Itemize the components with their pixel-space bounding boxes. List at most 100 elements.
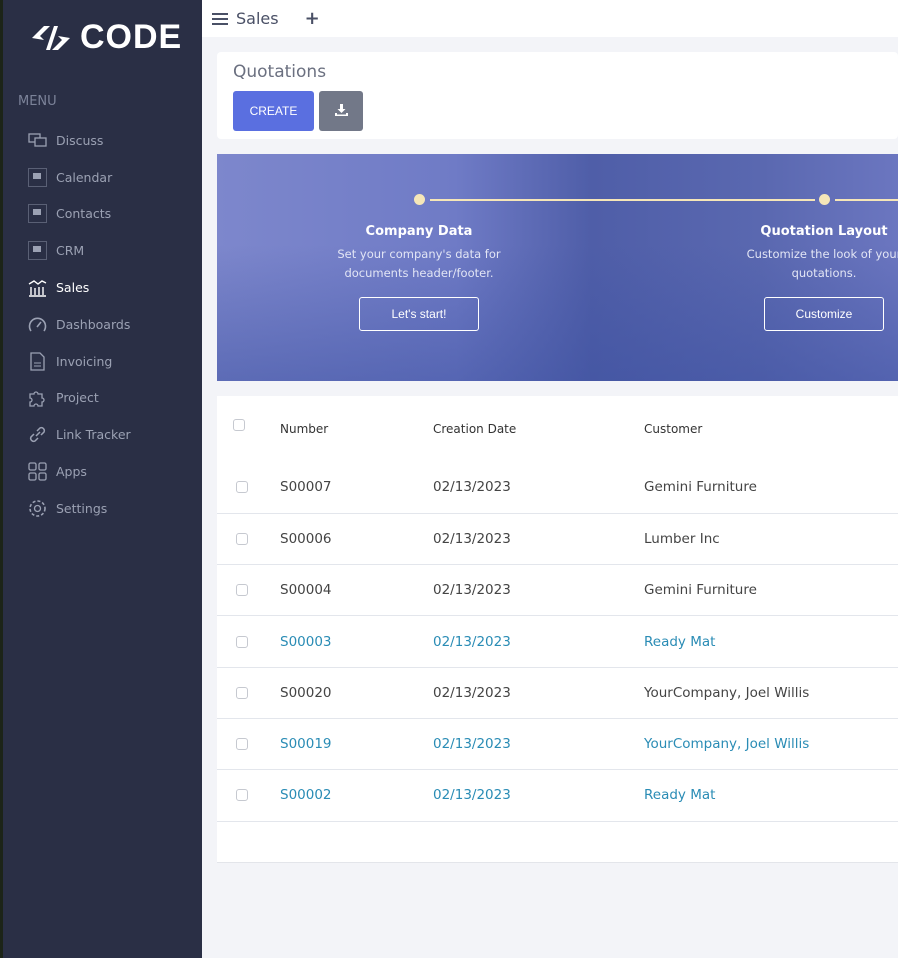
cell-number: S00003 [280, 615, 433, 668]
row-checkbox[interactable] [236, 738, 248, 751]
sidebar-item-label: Invoicing [56, 353, 113, 369]
menu-heading: MENU [18, 94, 57, 109]
sidebar-item-settings[interactable]: Settings [27, 490, 202, 527]
sidebar-item-link-tracker[interactable]: Link Tracker [27, 416, 202, 453]
brand-name: CODE [80, 18, 183, 56]
link-icon [29, 427, 46, 443]
control-panel: Quotations CREATE [217, 52, 898, 139]
invoice-icon [30, 352, 45, 371]
table-row[interactable]: S00004 02/13/2023 Gemini Furniture [217, 564, 898, 617]
download-button[interactable] [319, 91, 363, 131]
speedometer-icon [28, 317, 47, 332]
cell-date: 02/13/2023 [433, 513, 644, 566]
row-checkbox[interactable] [236, 635, 248, 648]
sidebar-item-label: Link Tracker [56, 427, 131, 443]
cell-date: 02/13/2023 [433, 667, 644, 719]
sidebar-item-apps[interactable]: Apps [27, 453, 202, 490]
cell-number: S00004 [280, 564, 433, 617]
row-checkbox[interactable] [236, 789, 248, 802]
cell-date: 02/13/2023 [433, 769, 644, 822]
sidebar-item-label: CRM [56, 243, 85, 259]
cell-customer: YourCompany, Joel Willis [644, 718, 898, 771]
cell-date: 02/13/2023 [433, 564, 644, 617]
table-row[interactable]: S00020 02/13/2023 YourCompany, Joel Willis [217, 667, 898, 719]
select-all-checkbox[interactable] [233, 418, 245, 431]
step-dot [414, 194, 425, 205]
sidebar-item-label: Apps [56, 464, 87, 480]
step-dot [819, 194, 830, 205]
hamburger-menu-icon[interactable] [212, 12, 228, 26]
placeholder-icon [28, 204, 47, 224]
sidebar-item-label: Discuss [56, 132, 104, 148]
table-row[interactable]: S00003 02/13/2023 Ready Mat [217, 615, 898, 668]
cell-number: S00020 [280, 667, 433, 719]
customize-button[interactable]: Customize [764, 297, 884, 331]
sidebar-item-label: Calendar [56, 169, 113, 185]
sidebar-item-label: Settings [56, 500, 108, 516]
step-company-data: Company Data Set your company's data for… [299, 224, 539, 331]
table-row[interactable]: S00006 02/13/2023 Lumber Inc [217, 513, 898, 566]
sidebar-item-project[interactable]: Project [27, 380, 202, 417]
sidebar-item-label: Project [56, 390, 99, 406]
sidebar-item-label: Contacts [56, 206, 112, 222]
row-checkbox[interactable] [236, 481, 248, 494]
lets-start-button[interactable]: Let's start! [359, 297, 479, 331]
step-text: quotations. [791, 266, 857, 280]
sidebar-item-contacts[interactable]: Contacts [27, 196, 202, 233]
row-checkbox[interactable] [236, 584, 248, 597]
add-icon[interactable]: + [304, 8, 320, 29]
table-row[interactable]: S00019 02/13/2023 YourCompany, Joel Willis [217, 718, 898, 771]
sidebar-item-sales[interactable]: Sales [27, 269, 202, 306]
cell-date: 02/13/2023 [433, 462, 644, 514]
logo[interactable]: CODE [30, 18, 182, 57]
cell-customer: Gemini Furniture [644, 564, 898, 617]
cell-number: S00002 [280, 769, 433, 822]
gear-icon [29, 500, 46, 517]
step-line [430, 199, 815, 201]
chart-icon [28, 280, 47, 297]
puzzle-icon [29, 391, 45, 408]
cell-customer: Ready Mat [644, 769, 898, 822]
step-text: Customize the look of your [746, 247, 898, 261]
column-number[interactable]: Number [280, 422, 329, 436]
step-title: Quotation Layout [760, 224, 888, 239]
quotations-table: Number Creation Date Customer S00007 02/1… [217, 396, 898, 862]
step-text: Set your company's data for [337, 247, 501, 261]
sidebar: CODE MENU Discuss Calendar Contacts CRM Sale… [0, 0, 202, 958]
cell-customer: YourCompany, Joel Willis [644, 667, 898, 719]
empty-area [217, 862, 898, 950]
step-text: documents header/footer. [344, 266, 494, 280]
cell-number: S00019 [280, 718, 433, 771]
row-checkbox[interactable] [236, 686, 248, 699]
chat-icon [28, 133, 47, 147]
cell-date: 02/13/2023 [433, 718, 644, 771]
row-checkbox[interactable] [236, 532, 248, 545]
onboarding-banner: Company Data Set your company's data for… [217, 154, 898, 381]
download-icon [334, 103, 348, 116]
cell-customer: Lumber Inc [644, 513, 898, 566]
sidebar-item-label: Dashboards [56, 316, 131, 332]
cell-customer: Gemini Furniture [644, 462, 898, 514]
sidebar-nav: Discuss Calendar Contacts CRM Sales Dashboard… [27, 122, 202, 527]
sidebar-item-calendar[interactable]: Calendar [27, 159, 202, 196]
sidebar-item-discuss[interactable]: Discuss [27, 122, 202, 159]
code-logo-icon [32, 25, 70, 50]
step-line [835, 199, 898, 201]
placeholder-icon [28, 167, 47, 187]
placeholder-icon [28, 241, 47, 261]
column-creation-date[interactable]: Creation Date [433, 422, 517, 436]
cell-customer: Ready Mat [644, 615, 898, 668]
topbar: Sales + [202, 0, 898, 37]
table-row[interactable]: S00002 02/13/2023 Ready Mat [217, 769, 898, 822]
app-title: Sales [236, 9, 279, 28]
sidebar-item-invoicing[interactable]: Invoicing [27, 343, 202, 380]
column-customer[interactable]: Customer [644, 422, 703, 436]
step-quotation-layout: Quotation Layout Customize the look of y… [704, 224, 898, 331]
create-button[interactable]: CREATE [233, 91, 314, 131]
sidebar-item-crm[interactable]: CRM [27, 232, 202, 269]
step-title: Company Data [365, 224, 473, 239]
sidebar-item-dashboards[interactable]: Dashboards [27, 306, 202, 343]
sidebar-item-label: Sales [56, 280, 90, 296]
table-row[interactable]: S00007 02/13/2023 Gemini Furniture [217, 462, 898, 514]
cell-date: 02/13/2023 [433, 615, 644, 668]
